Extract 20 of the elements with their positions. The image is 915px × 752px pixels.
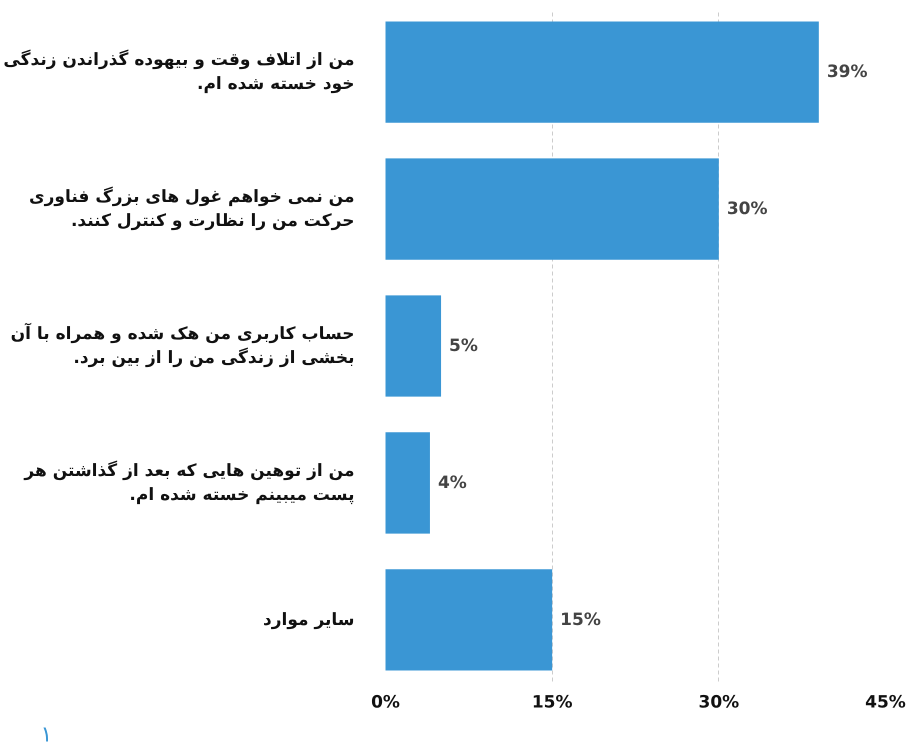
bar: [386, 21, 819, 123]
data-label: 5%: [449, 336, 478, 356]
x-tick-label: 45%: [865, 692, 906, 712]
data-label: 4%: [438, 472, 467, 493]
x-tick-label: 15%: [532, 692, 573, 712]
y-tick-label: من از اتلاف وقت و بیهوده گذراندن زندگی خود خسته شده ام.: [3, 49, 355, 94]
data-label: 15%: [560, 610, 601, 630]
data-label: 39%: [826, 62, 868, 82]
bar: [386, 295, 442, 397]
y-tick-label: سایر موارد: [263, 610, 354, 630]
x-tick-label: 0%: [371, 692, 400, 712]
y-tick-label: من نمی خواهم غول های بزرگ فناوری حرکت من را نظارت و کنترل کنند.: [29, 186, 355, 232]
x-tick-label: 30%: [698, 692, 740, 712]
text: ١: [40, 722, 52, 748]
bar: [386, 432, 430, 534]
bar: [386, 569, 552, 671]
bar: [386, 158, 719, 260]
y-tick-label: من از توهین هایی که بعد از گذاشتن هر پست میبینم خسته شده ام.: [23, 460, 355, 505]
data-label: 30%: [726, 199, 768, 220]
y-tick-label: حساب کاربری من هک شده و همراه با آن بخشی از زندگی من را از بین برد.: [10, 322, 355, 368]
